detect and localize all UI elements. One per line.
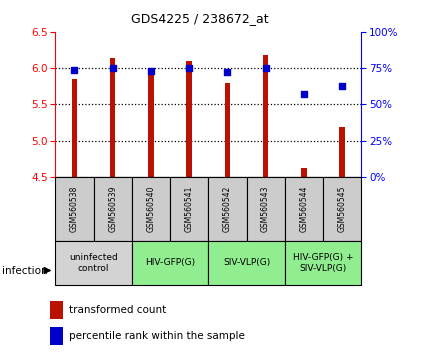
Bar: [285, 241, 361, 285]
Bar: [50, 301, 63, 319]
Text: GSM560541: GSM560541: [184, 185, 194, 232]
Bar: [132, 241, 208, 285]
Bar: [55, 241, 132, 285]
Bar: [94, 177, 132, 241]
Bar: [263, 55, 269, 177]
Point: [339, 83, 346, 88]
Bar: [246, 177, 285, 241]
Text: GSM560545: GSM560545: [337, 185, 347, 232]
Text: GSM560544: GSM560544: [299, 185, 309, 232]
Point: [109, 65, 116, 71]
Bar: [170, 177, 208, 241]
Point: [147, 68, 154, 74]
Bar: [224, 82, 230, 177]
Bar: [132, 177, 170, 241]
Text: HIV-GFP(G) +
SIV-VLP(G): HIV-GFP(G) + SIV-VLP(G): [293, 253, 353, 273]
Text: SIV-VLP(G): SIV-VLP(G): [223, 258, 270, 267]
Bar: [301, 168, 307, 177]
Bar: [50, 327, 63, 345]
Text: GSM560539: GSM560539: [108, 185, 117, 232]
Text: infection: infection: [2, 266, 48, 276]
Text: GSM560540: GSM560540: [146, 185, 156, 232]
Bar: [110, 58, 116, 177]
Text: transformed count: transformed count: [69, 305, 166, 315]
Text: GSM560538: GSM560538: [70, 185, 79, 232]
Point: [71, 67, 78, 73]
Bar: [285, 177, 323, 241]
Point: [300, 91, 307, 97]
Text: GDS4225 / 238672_at: GDS4225 / 238672_at: [131, 12, 269, 25]
Text: percentile rank within the sample: percentile rank within the sample: [69, 331, 244, 341]
Bar: [148, 75, 154, 177]
Bar: [71, 79, 77, 177]
Text: GSM560542: GSM560542: [223, 185, 232, 232]
Bar: [55, 177, 94, 241]
Point: [186, 65, 193, 71]
Bar: [323, 177, 361, 241]
Bar: [208, 177, 246, 241]
Text: uninfected
control: uninfected control: [69, 253, 118, 273]
Text: HIV-GFP(G): HIV-GFP(G): [145, 258, 195, 267]
Bar: [339, 127, 345, 177]
Point: [262, 65, 269, 71]
Text: GSM560543: GSM560543: [261, 185, 270, 232]
Point: [224, 70, 231, 75]
Bar: [208, 241, 285, 285]
Bar: [186, 61, 192, 177]
